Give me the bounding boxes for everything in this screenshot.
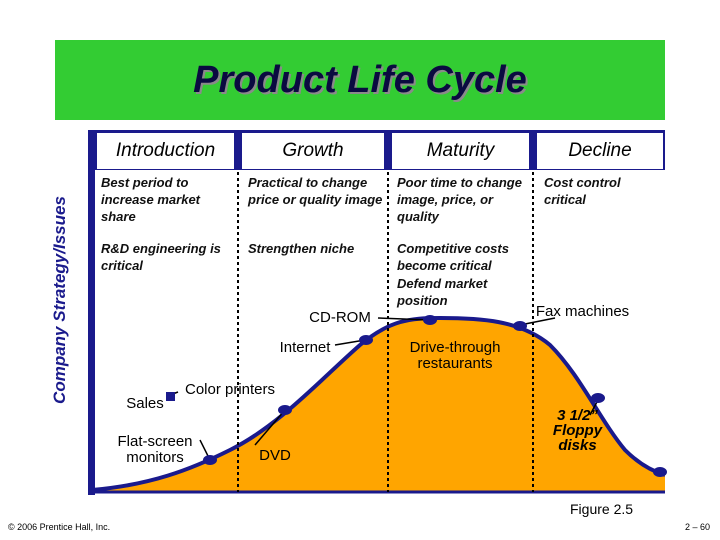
copyright: © 2006 Prentice Hall, Inc.	[8, 522, 111, 532]
curve-line	[91, 315, 666, 492]
product-label: Internet	[279, 339, 331, 356]
y-axis-label: Company Strategy/Issues	[50, 196, 69, 404]
curve-dots	[166, 315, 667, 477]
issue: Best period to increase market share	[101, 175, 201, 224]
stage-header: Decline	[537, 133, 663, 169]
pointer	[254, 409, 286, 446]
issue: R&D engineering is critical	[101, 241, 221, 273]
dot	[278, 405, 292, 415]
figure-label: Figure 2.5	[570, 501, 634, 517]
page-number: 2 – 60	[684, 522, 710, 532]
left-bar	[88, 130, 95, 495]
dot	[513, 321, 527, 331]
dot	[359, 335, 373, 345]
product-label: CD-ROM	[309, 309, 371, 326]
stage-header: Introduction	[97, 133, 234, 169]
issue: Defend market position	[397, 276, 488, 308]
issue: Poor time to change image, price, or qua…	[397, 175, 522, 224]
stage-header: Maturity	[392, 133, 529, 169]
issue: Cost control critical	[544, 175, 621, 207]
pointer	[377, 317, 431, 321]
product-label: Flat-screen monitors	[117, 433, 193, 466]
issue: Strengthen niche	[248, 241, 355, 256]
product-label: 3 1/2” Floppy disks	[552, 407, 603, 454]
product-label: Fax machines	[535, 303, 630, 320]
product-label: DVD	[259, 447, 291, 464]
issue: Competitive costs become critical	[397, 241, 509, 273]
product-label: Sales	[126, 395, 164, 412]
product-label: Color printers	[184, 381, 276, 398]
stage-dividers	[237, 172, 534, 492]
issue: Practical to change price or quality ima…	[248, 175, 383, 207]
stage-header: Growth	[242, 133, 384, 169]
dot	[653, 467, 667, 477]
dot	[203, 455, 217, 465]
dot	[591, 393, 605, 403]
title: Product Life Cycle	[55, 40, 665, 120]
dot	[166, 392, 175, 401]
dot	[423, 315, 437, 325]
product-label: Drive-through restaurants	[409, 339, 501, 372]
